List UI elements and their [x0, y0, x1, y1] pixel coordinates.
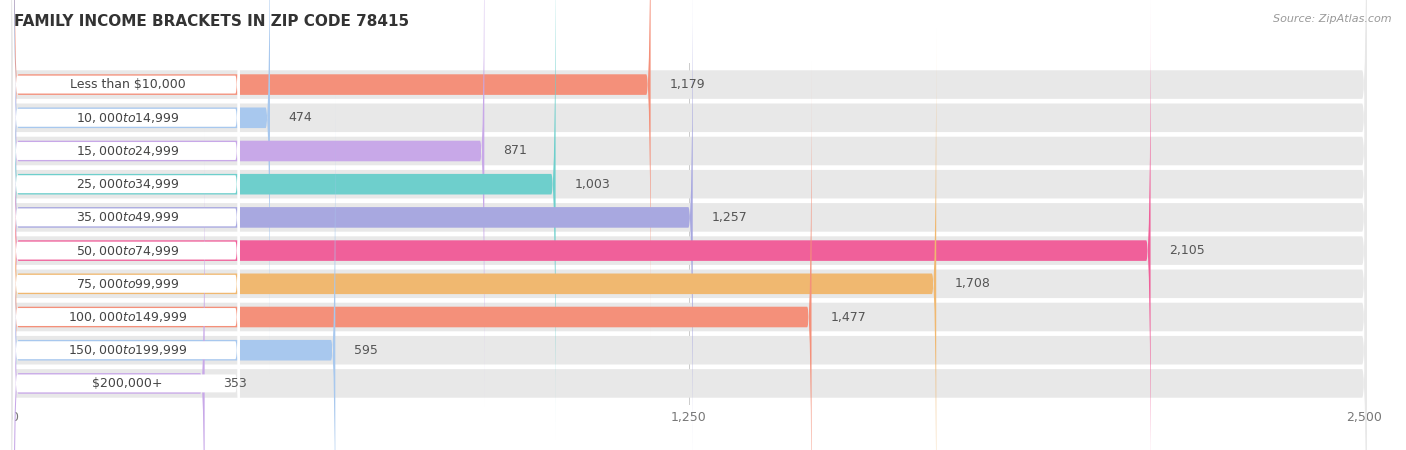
- FancyBboxPatch shape: [14, 0, 484, 406]
- Text: $100,000 to $149,999: $100,000 to $149,999: [67, 310, 187, 324]
- FancyBboxPatch shape: [13, 0, 240, 450]
- Text: 1,477: 1,477: [831, 310, 866, 324]
- Text: 353: 353: [224, 377, 247, 390]
- FancyBboxPatch shape: [14, 0, 693, 450]
- Text: $150,000 to $199,999: $150,000 to $199,999: [67, 343, 187, 357]
- FancyBboxPatch shape: [11, 66, 1367, 450]
- Text: Source: ZipAtlas.com: Source: ZipAtlas.com: [1274, 14, 1392, 23]
- FancyBboxPatch shape: [11, 0, 1367, 450]
- Text: 1,708: 1,708: [955, 277, 991, 290]
- FancyBboxPatch shape: [14, 0, 270, 373]
- FancyBboxPatch shape: [13, 127, 240, 450]
- Text: FAMILY INCOME BRACKETS IN ZIP CODE 78415: FAMILY INCOME BRACKETS IN ZIP CODE 78415: [14, 14, 409, 28]
- FancyBboxPatch shape: [11, 0, 1367, 336]
- Text: 871: 871: [503, 144, 527, 158]
- FancyBboxPatch shape: [14, 0, 1150, 450]
- Text: Less than $10,000: Less than $10,000: [69, 78, 186, 91]
- FancyBboxPatch shape: [14, 62, 811, 450]
- FancyBboxPatch shape: [11, 32, 1367, 450]
- FancyBboxPatch shape: [14, 95, 335, 450]
- FancyBboxPatch shape: [14, 0, 651, 340]
- FancyBboxPatch shape: [11, 0, 1367, 402]
- Text: $25,000 to $34,999: $25,000 to $34,999: [76, 177, 179, 191]
- Text: 1,179: 1,179: [669, 78, 706, 91]
- Text: 1,257: 1,257: [711, 211, 748, 224]
- Text: $10,000 to $14,999: $10,000 to $14,999: [76, 111, 179, 125]
- FancyBboxPatch shape: [13, 0, 240, 441]
- Text: 2,105: 2,105: [1170, 244, 1205, 257]
- FancyBboxPatch shape: [14, 0, 555, 440]
- FancyBboxPatch shape: [11, 0, 1367, 436]
- Text: $50,000 to $74,999: $50,000 to $74,999: [76, 243, 179, 257]
- Text: $75,000 to $99,999: $75,000 to $99,999: [76, 277, 179, 291]
- FancyBboxPatch shape: [11, 0, 1367, 369]
- FancyBboxPatch shape: [13, 0, 240, 374]
- FancyBboxPatch shape: [14, 28, 936, 450]
- Text: $35,000 to $49,999: $35,000 to $49,999: [76, 211, 179, 225]
- FancyBboxPatch shape: [13, 60, 240, 450]
- Text: 474: 474: [288, 111, 312, 124]
- Text: 1,003: 1,003: [575, 178, 610, 191]
- Text: 595: 595: [354, 344, 378, 357]
- FancyBboxPatch shape: [13, 27, 240, 450]
- FancyBboxPatch shape: [11, 132, 1367, 450]
- Text: $200,000+: $200,000+: [93, 377, 163, 390]
- Text: $15,000 to $24,999: $15,000 to $24,999: [76, 144, 179, 158]
- FancyBboxPatch shape: [14, 128, 205, 450]
- FancyBboxPatch shape: [11, 99, 1367, 450]
- FancyBboxPatch shape: [13, 0, 240, 408]
- FancyBboxPatch shape: [13, 94, 240, 450]
- FancyBboxPatch shape: [11, 0, 1367, 450]
- FancyBboxPatch shape: [13, 0, 240, 341]
- FancyBboxPatch shape: [13, 0, 240, 450]
